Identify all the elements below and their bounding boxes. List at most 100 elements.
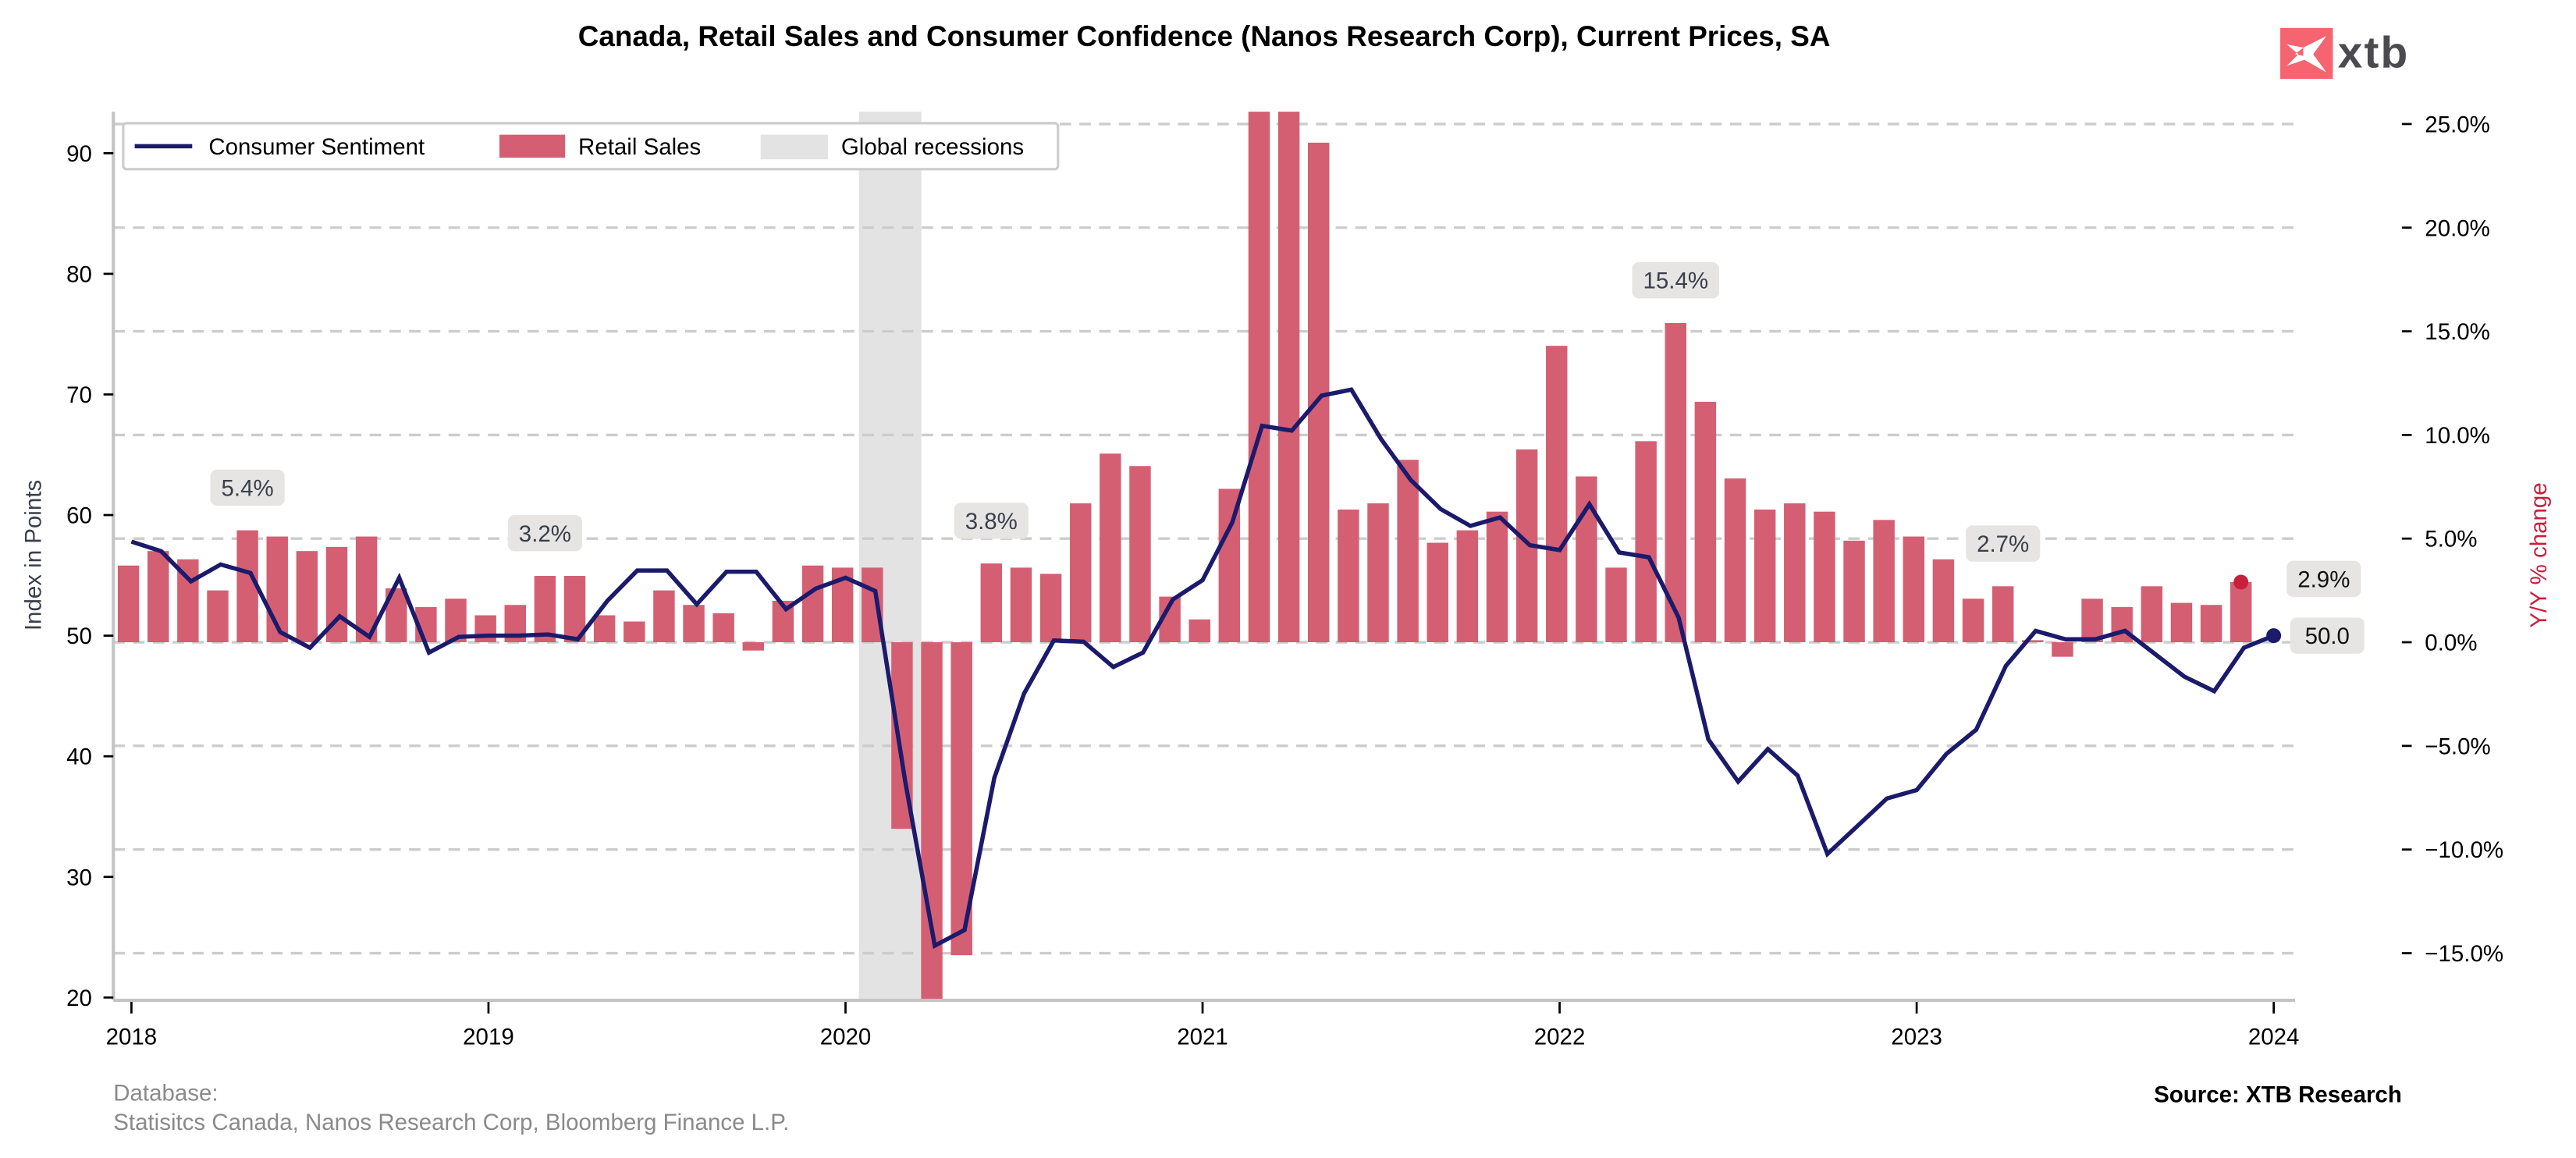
annotation-box [2290,617,2365,654]
retail-sales-bar [1069,503,1092,643]
legend-label-global-recessions: Global recessions [841,134,1024,160]
retail-sales-bar [1546,346,1568,643]
gridlines [113,123,2296,955]
retail-sales-bar [1873,520,1895,643]
retail-sales-bar [1277,112,1300,643]
retail-sales-bar [653,590,675,643]
retail-sales-bar [801,565,824,643]
legend: Consumer Sentiment Retail Sales Global r… [122,122,1060,171]
retail-sales-bar [1427,542,1448,643]
retail-sales-bar [117,565,140,643]
left-tick-label: 90 [66,141,92,167]
retail-sales-bar [1814,511,1835,643]
retail-sales-bar [2230,582,2252,643]
x-mark-icon [2286,36,2327,73]
right-axis-title: Y/Y % change [2526,482,2552,627]
retail-sales-bar [1338,510,1359,643]
retail-sales-bars [117,112,2252,1000]
left-tick-label: 60 [66,503,92,529]
x-tick-label: 2022 [1534,1025,1586,1050]
annotation-label: 50.0 [2305,623,2350,649]
annotation-label: 15.4% [1643,268,1708,294]
right-tick-label: 5.0% [2425,527,2477,552]
right-tick-label: 0.0% [2425,631,2477,656]
recession-band [858,112,922,1000]
annotation-label: 5.4% [222,475,274,501]
annotation-label: 2.9% [2297,567,2350,592]
right-tick-label: 25.0% [2425,112,2490,137]
retail-sales-bar [1903,536,1925,643]
left-tick-label: 70 [66,382,92,408]
retail-sales-bar [921,642,943,1000]
retail-sales-bar [980,563,1003,643]
retail-sales-bar [712,613,734,643]
retail-sales-bar [1129,466,1151,643]
retail-sales-bar [2052,642,2073,657]
annotation-label: 2.7% [1977,531,2029,557]
retail-sales-bar [1992,586,2014,643]
retail-sales-bar [1665,322,1686,643]
annotation-box [1966,525,2041,562]
annotation-box [2286,560,2361,597]
xtb-logo-text: xtb [2338,28,2410,77]
x-tick-label: 2024 [2248,1025,2300,1050]
xtb-logo: xtb [2280,27,2410,80]
retail-sales-bar [683,605,705,643]
right-tick-label: 15.0% [2425,319,2490,345]
retail-sales-bar [1308,142,1330,643]
legend-label-consumer-sentiment: Consumer Sentiment [208,134,425,160]
retail-sales-bar [1753,510,1776,643]
retail-sales-bar [1605,567,1627,643]
right-tick-label: −15.0% [2425,941,2503,967]
source-label: Source: XTB Research [2154,1082,2402,1107]
retail-sales-bar [236,530,258,643]
right-tick-label: −5.0% [2425,734,2490,759]
legend-bar-swatch [499,134,566,158]
retail-sales-bar [1962,599,1984,643]
right-tick-label: 10.0% [2425,423,2490,449]
annotation-box [507,515,582,552]
consumer-sentiment-line [130,387,2275,950]
retail-sales-bar [742,642,765,651]
retail-sales-bar [1397,460,1419,643]
retail-sales-bar [1010,567,1032,643]
retail-sales-bar [1100,453,1121,643]
annotation-box [210,469,285,506]
annotation-label: 3.2% [519,521,571,547]
left-axis-title: Index in Points [21,480,47,631]
retail-sales-bar [1367,503,1389,643]
retail-sales-bar [1724,478,1746,643]
retail-sales-bar [624,621,645,643]
retail-sales-bar [2022,640,2044,643]
left-tick-label: 50 [66,623,92,649]
x-tick-label: 2021 [1177,1025,1228,1050]
database-sources: Statisitcs Canada, Nanos Research Corp, … [113,1110,789,1135]
consumer-sentiment-last-marker [2266,628,2282,644]
right-tick-label: 20.0% [2425,215,2490,241]
retail-sales-bar [1486,511,1508,643]
right-tick-label: −10.0% [2425,837,2503,863]
retail-sales-bar [2081,599,2103,643]
retail-sales-bar [1456,530,1479,643]
x-tick-label: 2023 [1891,1025,1942,1050]
retail-sales-bar [1694,401,1717,643]
retail-sales-bar [1635,441,1657,643]
retail-sales-bar [1248,112,1270,643]
annotation-box [954,503,1029,539]
retail-sales-bar [2141,586,2163,643]
retail-sales-bar [1932,559,1955,643]
chart-title: Canada, Retail Sales and Consumer Confid… [578,20,1831,52]
consumer-sentiment-line-group [130,387,2282,950]
left-tick-label: 40 [66,744,92,770]
recession-shading [858,112,922,1000]
left-y-axis: 20 30 40 50 60 70 80 90 [66,141,114,1011]
x-tick-label: 2019 [463,1025,514,1050]
retail-sales-bar [207,590,229,643]
retail-sales-bar [1784,503,1806,643]
retail-sales-bar [1039,574,1062,643]
x-axis: 2018 2019 2020 2021 2022 2023 2024 [106,1002,2300,1050]
right-y-axis: −15.0% −10.0% −5.0% 0.0% 5.0% 10.0% 15.0% 20.0%… [2401,112,2503,967]
annotation-label: 3.8% [965,509,1018,535]
legend-label-retail-sales: Retail Sales [578,134,701,160]
